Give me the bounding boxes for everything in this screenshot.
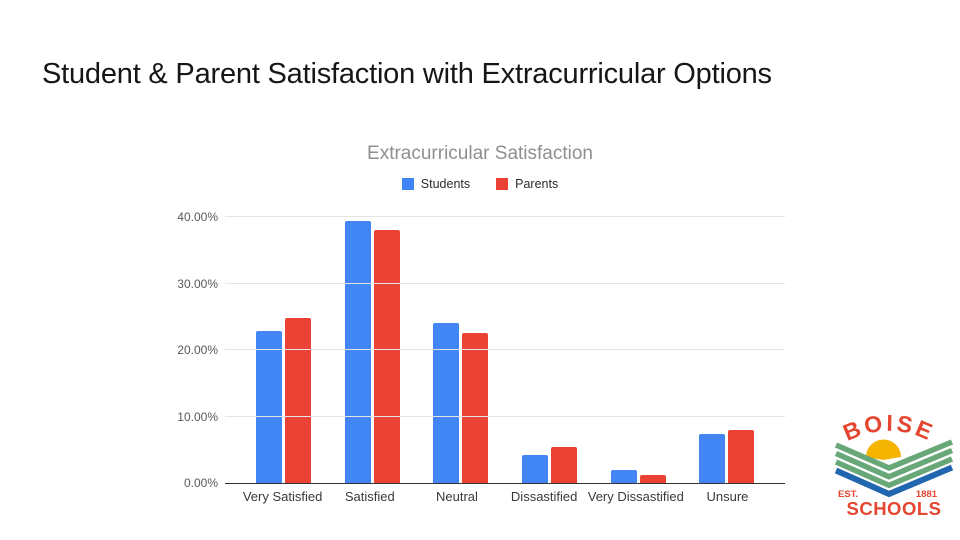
- bar-group: [239, 217, 328, 483]
- x-axis-label: Very Dissastified: [587, 489, 684, 504]
- bar-parents-neutral: [462, 332, 489, 483]
- legend-label: Parents: [515, 177, 559, 191]
- y-axis-label: 20.00%: [177, 343, 218, 357]
- legend-item-students: Students: [401, 177, 471, 191]
- bar-students-neutral: [433, 322, 460, 483]
- gridline: [225, 349, 785, 350]
- x-axis-labels: Very Satisfied Satisfied Neutral Dissastifi…: [239, 489, 771, 504]
- logo-schools-label: SCHOOLS: [847, 498, 942, 519]
- logo-chevron-green-1: [834, 439, 954, 471]
- gridline: [225, 216, 785, 217]
- gridline: [225, 282, 785, 284]
- logo-sun-icon: [866, 439, 901, 460]
- logo-year-label: 1881: [916, 489, 938, 500]
- slide-title: Student & Parent Satisfaction with Extra…: [42, 58, 772, 90]
- chart-title: Extracurricular Satisfaction: [367, 143, 593, 164]
- y-axis-label: 10.00%: [177, 409, 218, 424]
- bar-groups: [239, 217, 771, 483]
- x-axis-label: Very Satisfied: [242, 489, 323, 504]
- bar-group: [416, 217, 505, 483]
- bar-parents-very-satisfied: [284, 318, 311, 483]
- bar-parents-dissastified: [550, 447, 577, 483]
- x-axis-label: Neutral: [436, 489, 478, 504]
- bar-students-unsure: [699, 433, 726, 483]
- bar-students-very-satisfied: [255, 330, 282, 483]
- gridline: [225, 415, 785, 417]
- bar-group: [594, 217, 683, 483]
- bar-group: [682, 217, 771, 483]
- legend-label: Students: [420, 177, 471, 191]
- plot-area: Very Satisfied Satisfied Neutral Dissastifi…: [177, 210, 785, 504]
- bar-students-dissastified: [521, 455, 548, 483]
- bar-group: [328, 217, 417, 483]
- chart-legend: Students Parents: [180, 177, 780, 191]
- bar-group: [505, 217, 594, 483]
- legend-swatch-icon: [401, 178, 414, 190]
- x-axis-label: Dissastified: [510, 489, 578, 504]
- logo-est-label: EST.: [838, 489, 858, 500]
- bar-parents-unsure: [728, 430, 755, 483]
- bar-chart: Extracurricular Satisfaction Students Par…: [177, 143, 785, 508]
- bar-parents-very-dissastified: [639, 475, 666, 483]
- bar-students-satisfied: [344, 221, 371, 483]
- logo-chevron-blue: [834, 464, 954, 498]
- x-axis-label: Satisfied: [344, 489, 395, 504]
- legend-item-parents: Parents: [496, 177, 558, 191]
- bar-parents-satisfied: [373, 230, 400, 483]
- logo-chevron-green-2: [834, 447, 954, 480]
- legend-swatch-icon: [496, 178, 509, 190]
- y-axis-label: 30.00%: [177, 276, 218, 291]
- y-axis-label: 40.00%: [177, 210, 218, 224]
- logo-chevron-green-3: [834, 456, 954, 489]
- y-axis-label: 0.00%: [183, 476, 218, 490]
- boise-schools-logo: BOISE EST. 1881 SCHOOLS: [833, 394, 955, 526]
- x-axis-label: Unsure: [706, 489, 749, 504]
- bar-students-very-dissastified: [610, 469, 637, 483]
